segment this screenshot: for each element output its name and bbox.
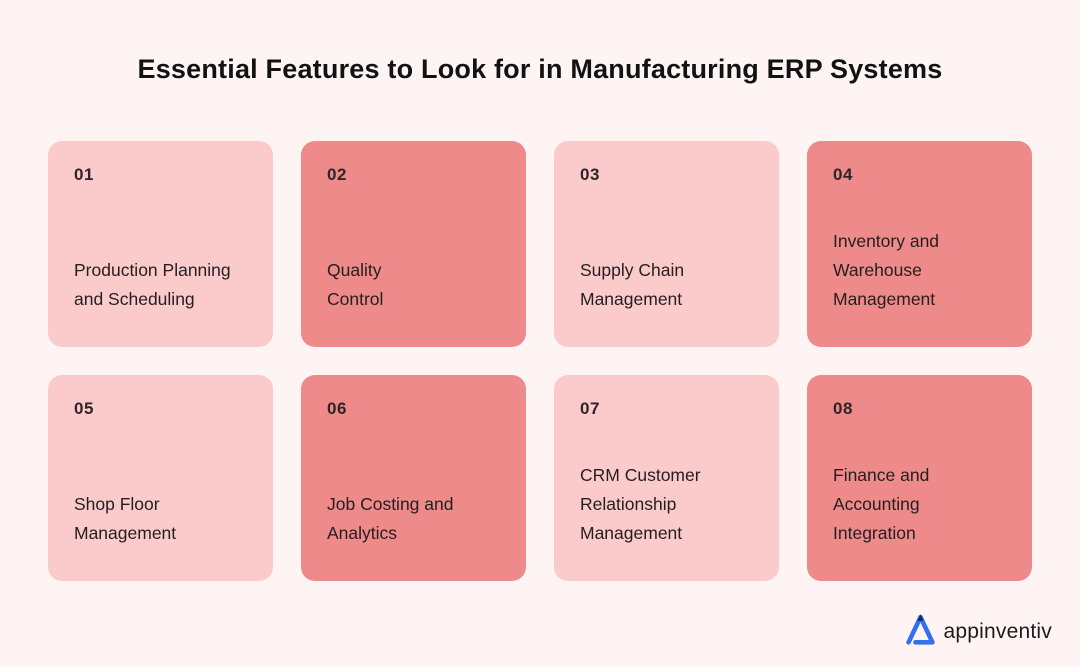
- feature-card-01: 01 Production Planning and Scheduling: [48, 141, 273, 347]
- appinventiv-logo-text: appinventiv: [943, 620, 1052, 643]
- card-title: CRM Customer Relationship Management: [580, 465, 701, 543]
- feature-card-04: 04 Inventory and Warehouse Management: [807, 141, 1032, 347]
- card-number: 08: [833, 399, 854, 418]
- card-title: Supply Chain Management: [580, 260, 685, 309]
- card-title: Production Planning and Scheduling: [74, 260, 231, 309]
- feature-cards-grid: 01 Production Planning and Scheduling 02…: [48, 141, 1032, 581]
- card-number: 02: [327, 165, 348, 184]
- card-number: 06: [327, 399, 348, 418]
- appinventiv-a-icon: [904, 613, 937, 651]
- card-number: 07: [580, 399, 601, 418]
- card-number: 01: [74, 165, 95, 184]
- card-number: 03: [580, 165, 601, 184]
- feature-card-06: 06 Job Costing and Analytics: [301, 375, 526, 581]
- appinventiv-logo: appinventiv: [904, 613, 1052, 651]
- card-title: Job Costing and Analytics: [327, 494, 454, 543]
- page-title: Essential Features to Look for in Manufa…: [137, 54, 943, 84]
- card-title: Inventory and Warehouse Management: [833, 231, 940, 309]
- card-number: 05: [74, 399, 95, 418]
- card-title: Quality Control: [327, 260, 384, 309]
- feature-card-03: 03 Supply Chain Management: [554, 141, 779, 347]
- card-title: Shop Floor Management: [74, 494, 177, 543]
- feature-card-02: 02 Quality Control: [301, 141, 526, 347]
- feature-card-07: 07 CRM Customer Relationship Management: [554, 375, 779, 581]
- feature-card-08: 08 Finance and Accounting Integration: [807, 375, 1032, 581]
- card-title: Finance and Accounting Integration: [833, 465, 930, 543]
- card-number: 04: [833, 165, 854, 184]
- feature-card-05: 05 Shop Floor Management: [48, 375, 273, 581]
